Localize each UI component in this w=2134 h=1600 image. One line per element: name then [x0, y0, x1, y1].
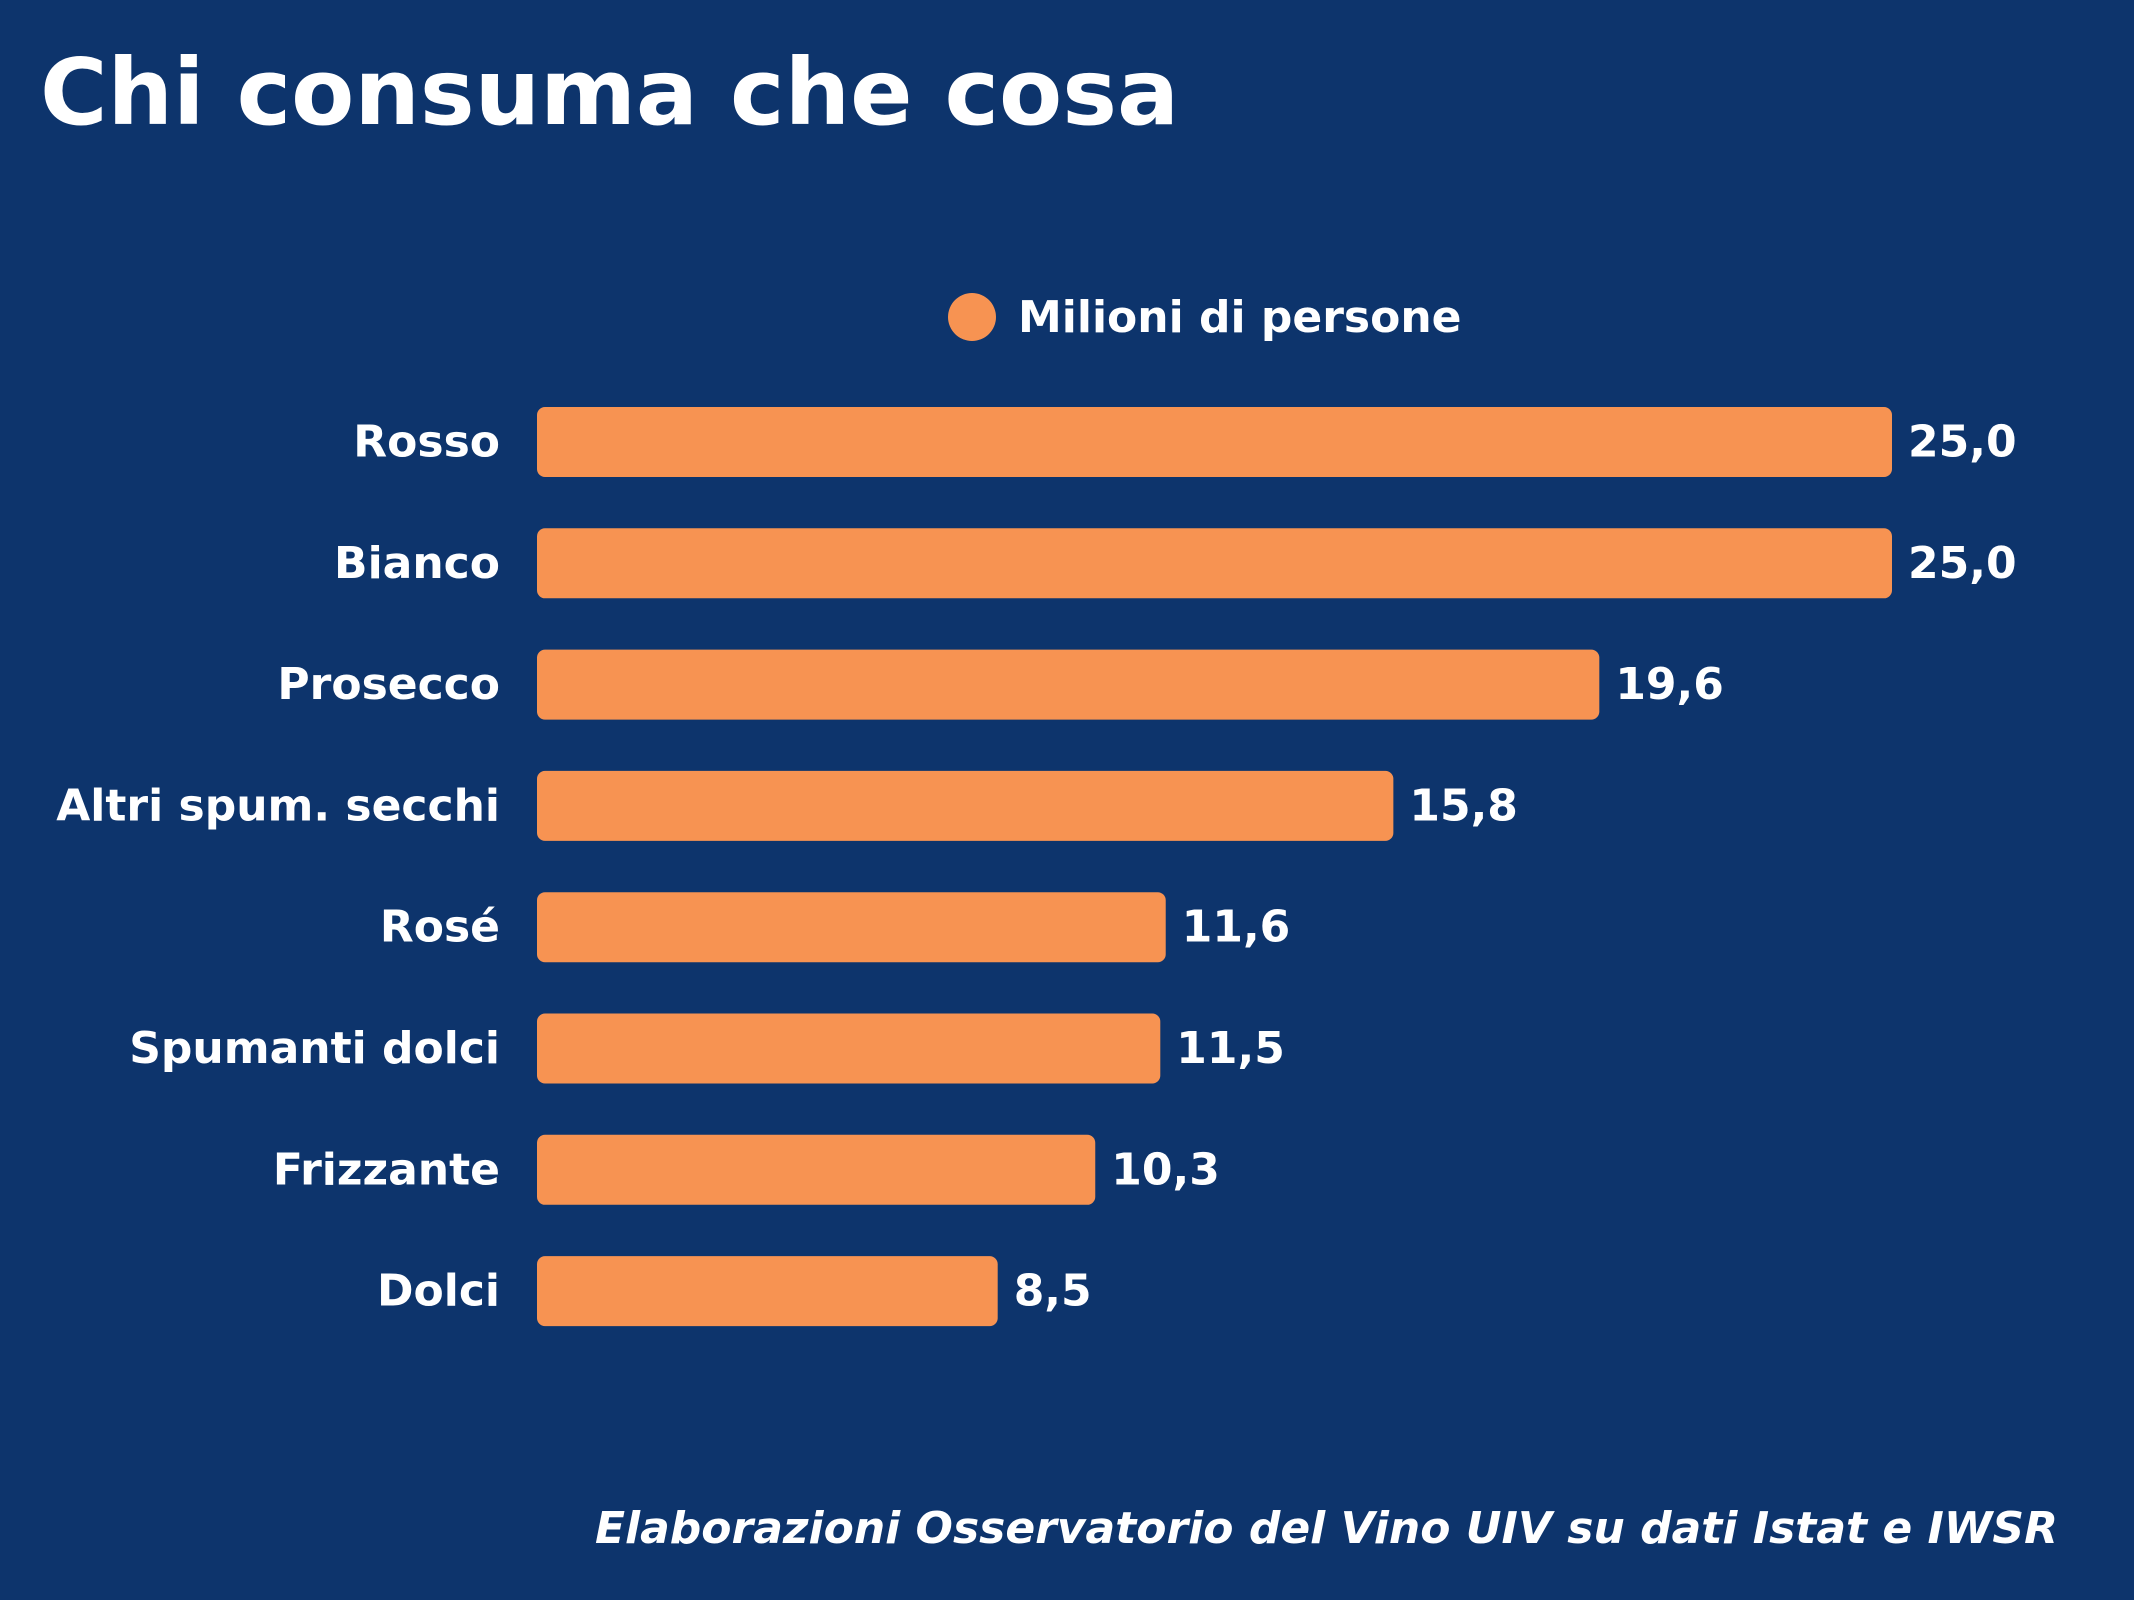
bar [537, 1013, 1161, 1084]
bar [537, 649, 1600, 720]
data-label: 25,0 [1908, 417, 2017, 468]
bar-chart: Rosso 25,0 Bianco 25,0 Prosecco 19,6 Altri spu… [56, 407, 2017, 1327]
data-label: 10,3 [1111, 1144, 1220, 1195]
legend-swatch-icon [948, 293, 996, 341]
legend-label: Milioni di persone [1018, 291, 1462, 343]
bar [537, 892, 1166, 963]
chart-title: Chi consuma che cosa [40, 39, 1180, 146]
data-label: 25,0 [1908, 538, 2017, 589]
data-label: 11,5 [1176, 1023, 1285, 1074]
data-label: 19,6 [1615, 659, 1724, 710]
bar [537, 1134, 1096, 1205]
category-label: Rosso [353, 417, 500, 468]
chart-legend: Milioni di persone [948, 291, 1462, 343]
data-label: 15,8 [1409, 780, 1518, 831]
category-label: Spumanti dolci [129, 1023, 500, 1074]
category-label: Frizzante [273, 1144, 500, 1195]
bar [537, 407, 1892, 477]
data-label: 11,6 [1182, 902, 1291, 953]
data-label: 8,5 [1014, 1266, 1092, 1317]
category-label: Prosecco [277, 659, 500, 710]
bar [537, 1256, 998, 1327]
bar [537, 770, 1394, 841]
category-label: Rosé [380, 902, 500, 953]
category-label: Dolci [377, 1266, 500, 1317]
category-label: Bianco [334, 538, 500, 589]
source-note: Elaborazioni Osservatorio del Vino UIV s… [594, 1503, 2058, 1554]
category-label: Altri spum. secchi [56, 780, 500, 831]
bar [537, 528, 1892, 599]
